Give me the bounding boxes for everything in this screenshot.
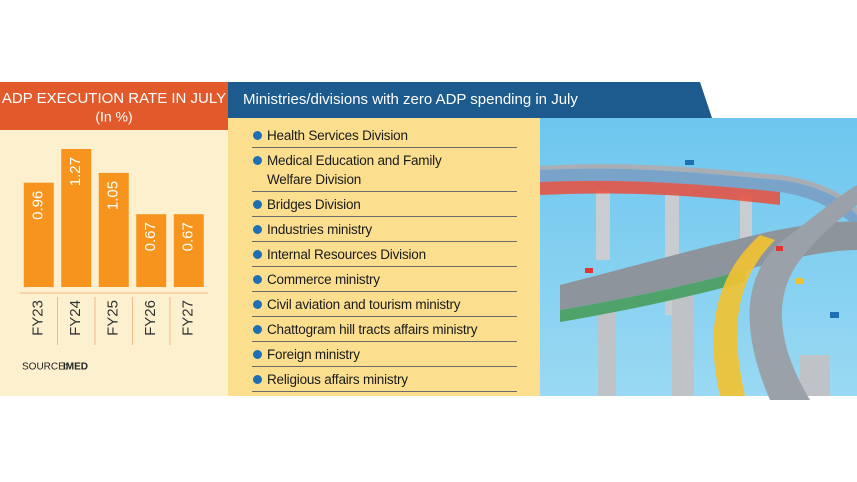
list-item-text: Religious affairs ministry [267, 372, 408, 387]
bar [23, 182, 54, 287]
list-item: Commerce ministry [252, 270, 517, 292]
x-tick-label: FY24 [67, 300, 84, 336]
list-item-text: Chattogram hill tracts affairs ministry [267, 322, 478, 337]
list-item: Internal Resources Division [252, 245, 517, 267]
x-tick-label: FY27 [180, 300, 197, 336]
list-item-text: Bridges Division [267, 197, 361, 212]
list-item: Health Services Division [252, 126, 517, 148]
value-label: 0.67 [142, 222, 159, 251]
list-title: Ministries/divisions with zero ADP spend… [243, 91, 578, 108]
list-item-text: Civil aviation and tourism ministry [267, 297, 461, 312]
list-item-text: Commerce ministry [267, 272, 380, 287]
list-item-text: Industries ministry [267, 222, 372, 237]
bar [136, 214, 167, 287]
x-tick-label: FY25 [105, 300, 122, 336]
list-item: Medical Education and Family Welfare Div… [252, 151, 517, 192]
list-item: Chattogram hill tracts affairs ministry [252, 320, 517, 342]
list-item: Foreign ministry [252, 345, 517, 367]
list-item: Industries ministry [252, 220, 517, 242]
source: IMED [63, 362, 88, 373]
value-label: 0.67 [180, 222, 197, 251]
flyover-image [540, 118, 857, 400]
x-tick-label: FY26 [142, 300, 159, 336]
x-tick-label: FY23 [30, 300, 47, 336]
bar [61, 149, 92, 287]
bar [98, 172, 129, 287]
list-panel [228, 118, 540, 396]
value-label: 1.05 [105, 181, 122, 210]
list-item-text: Medical Education and Family Welfare Div… [267, 153, 442, 187]
ministry-list: Health Services Division Medical Educatio… [252, 126, 524, 395]
list-item-text: Internal Resources Division [267, 247, 426, 262]
list-header [228, 82, 712, 118]
list-item-text: Foreign ministry [267, 347, 360, 362]
list-item: Bridges Division [252, 195, 517, 217]
chart-subtitle: (In %) [95, 109, 132, 125]
chart-title: ADP EXECUTION RATE IN JULY [2, 90, 226, 107]
value-label: 1.27 [67, 157, 84, 186]
bar [173, 214, 204, 287]
list-item: Religious affairs ministry [252, 370, 517, 392]
source-label: SOURCE: [22, 362, 68, 373]
list-item-text: Health Services Division [267, 128, 408, 143]
value-label: 0.96 [30, 191, 47, 220]
chart-header [0, 82, 228, 130]
list-item: Civil aviation and tourism ministry [252, 295, 517, 317]
